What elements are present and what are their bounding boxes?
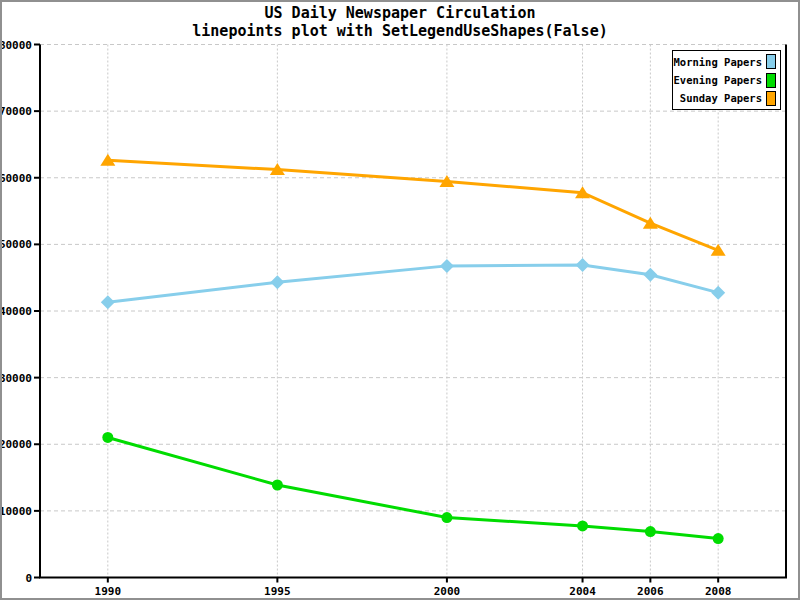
- legend-item-evening-papers: Evening Papers: [673, 73, 776, 88]
- legend-label-sunday-papers: Sunday Papers: [680, 92, 762, 104]
- legend-label-evening-papers: Evening Papers: [673, 74, 762, 86]
- svg-text:30000: 30000: [0, 372, 32, 385]
- legend-swatch-evening-papers: [766, 73, 776, 88]
- svg-text:10000: 10000: [0, 505, 32, 518]
- svg-text:2006: 2006: [637, 585, 664, 598]
- chart-window: US Daily Newspaper Circulation linepoint…: [0, 0, 800, 600]
- svg-text:1990: 1990: [95, 585, 122, 598]
- legend-item-sunday-papers: Sunday Papers: [680, 91, 776, 106]
- legend-label-morning-papers: Morning Papers: [673, 56, 762, 68]
- svg-text:80000: 80000: [0, 39, 32, 52]
- legend-swatch-sunday-papers: [766, 91, 776, 106]
- svg-text:20000: 20000: [0, 438, 32, 451]
- svg-text:60000: 60000: [0, 172, 32, 185]
- svg-text:1995: 1995: [264, 585, 291, 598]
- svg-text:2008: 2008: [705, 585, 732, 598]
- chart-subtitle: linepoints plot with SetLegendUseShapes(…: [0, 24, 800, 39]
- svg-text:2000: 2000: [434, 585, 461, 598]
- chart-title: US Daily Newspaper Circulation: [0, 6, 800, 21]
- svg-text:70000: 70000: [0, 105, 32, 118]
- legend-box: Morning Papers Evening Papers Sunday Pap…: [672, 50, 781, 110]
- svg-text:2004: 2004: [569, 585, 596, 598]
- svg-text:40000: 40000: [0, 305, 32, 318]
- svg-text:50000: 50000: [0, 238, 32, 251]
- svg-text:0: 0: [25, 572, 32, 585]
- legend-item-morning-papers: Morning Papers: [673, 54, 776, 69]
- legend-swatch-morning-papers: [766, 54, 776, 69]
